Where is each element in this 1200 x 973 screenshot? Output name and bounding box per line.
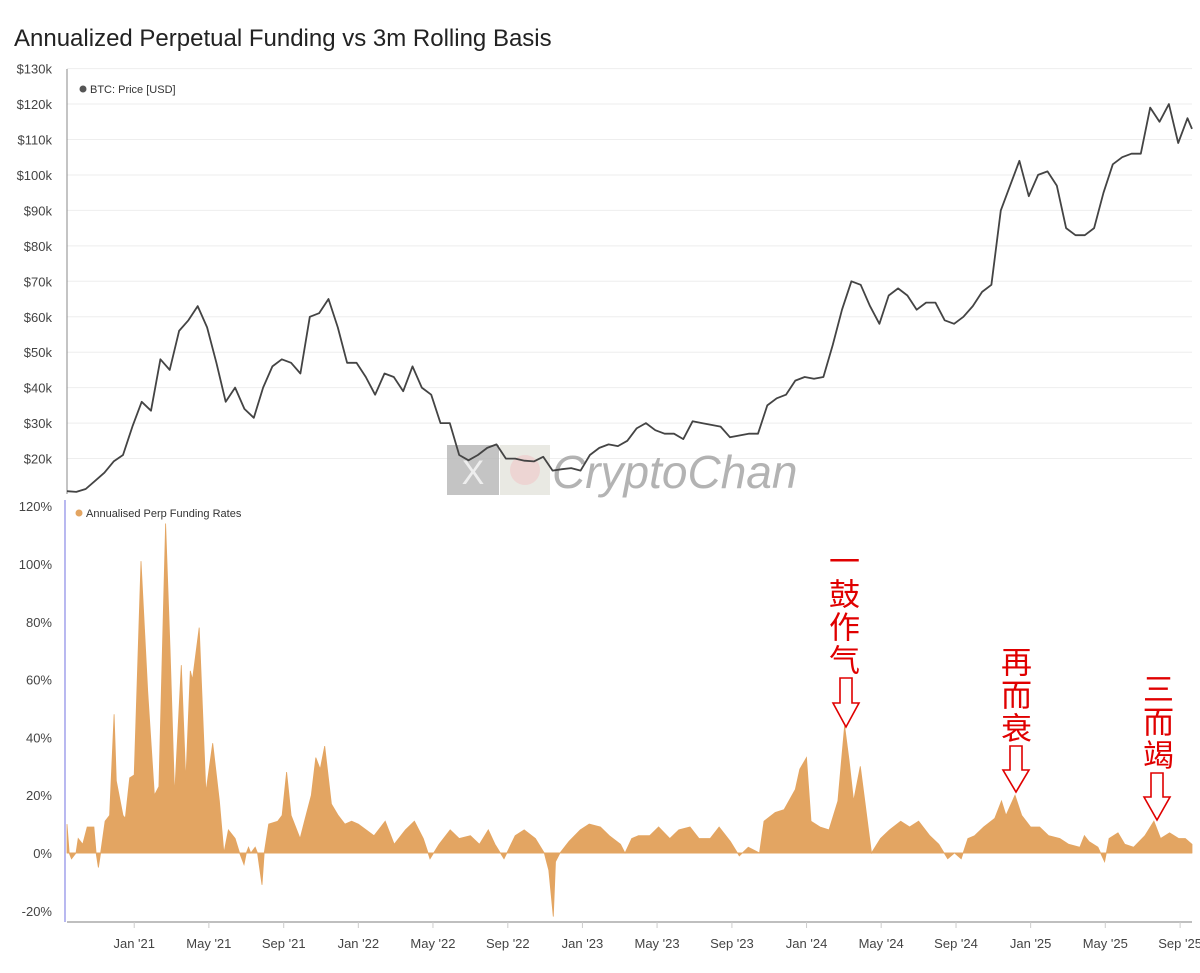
price-y-tick-label: $100k [17,168,53,183]
price-y-tick-label: $120k [17,97,53,112]
x-tick-label: Jan '21 [113,936,155,951]
down-arrow-icon [1001,745,1031,794]
price-y-axis: $20k $30k $40k $50k $60k $70k $80k $90k $100k $11… [17,62,53,467]
funding-y-tick-label: 0% [33,846,52,861]
x-tick-label: Sep '21 [262,936,306,951]
price-y-tick-label: $130k [17,62,53,77]
funding-y-tick-label: 40% [26,730,52,745]
x-tick-label: Sep '22 [486,936,530,951]
price-y-tick-label: $40k [24,381,53,396]
btc-price-line [66,103,1193,493]
funding-y-tick-label: 20% [26,788,52,803]
price-y-tick-label: $30k [24,416,53,431]
price-y-tick-label: $20k [24,452,53,467]
watermark-text: CryptoChan [552,446,797,498]
down-arrow-icon [831,677,861,729]
price-y-tick-label: $50k [24,345,53,360]
price-y-tick-label: $70k [24,274,53,289]
price-y-tick-label: $60k [24,310,53,325]
annotation-1-label: 一鼓作气 [823,545,859,677]
x-tick-label: May '23 [635,936,680,951]
funding-y-tick-label: -20% [22,904,53,919]
funding-y-tick-label: 60% [26,673,52,688]
funding-y-tick-label: 120% [19,499,53,514]
price-y-tick-label: $110k [18,133,53,148]
watermark: X CryptoChan [447,445,797,498]
x-tick-label: Jan '24 [786,936,828,951]
x-logo-box [447,445,499,495]
down-arrow-icon [1142,772,1172,822]
funding-y-axis: -20% 0% 20% 40% 60% 80% 100% 120% [19,499,53,919]
funding-legend-label: Annualised Perp Funding Rates [86,508,242,520]
price-y-tick-label: $90k [24,203,53,218]
x-axis: Jan '21 May '21 Sep '21 Jan '22 May '22 Sep '… [113,922,1200,951]
x-tick-label: May '21 [186,936,231,951]
funding-rate-area [66,523,1193,917]
annotation-3-label: 三而竭 [1137,673,1173,772]
x-logo-icon: X [462,454,485,492]
x-tick-label: Sep '23 [710,936,754,951]
chart-title: Annualized Perpetual Funding vs 3m Rolli… [14,25,552,52]
price-y-tick-label: $80k [24,239,53,254]
x-tick-label: Jan '25 [1010,936,1052,951]
funding-legend: Annualised Perp Funding Rates [75,508,242,520]
x-tick-label: May '24 [859,936,904,951]
avatar-face [510,455,540,485]
x-tick-label: Jan '22 [338,936,380,951]
x-tick-label: Sep '24 [934,936,978,951]
price-legend: BTC: Price [USD] [79,84,176,96]
price-legend-marker [79,85,87,93]
price-legend-label: BTC: Price [USD] [90,84,176,96]
x-tick-label: May '25 [1083,936,1128,951]
annotation-2-label: 再而衰 [995,646,1031,745]
funding-y-tick-label: 100% [19,557,53,572]
funding-y-tick-label: 80% [26,615,52,630]
price-gridlines [67,68,1192,460]
x-tick-label: Sep '25 [1158,936,1200,951]
funding-legend-marker [75,509,83,517]
x-tick-label: May '22 [410,936,455,951]
x-tick-label: Jan '23 [562,936,604,951]
